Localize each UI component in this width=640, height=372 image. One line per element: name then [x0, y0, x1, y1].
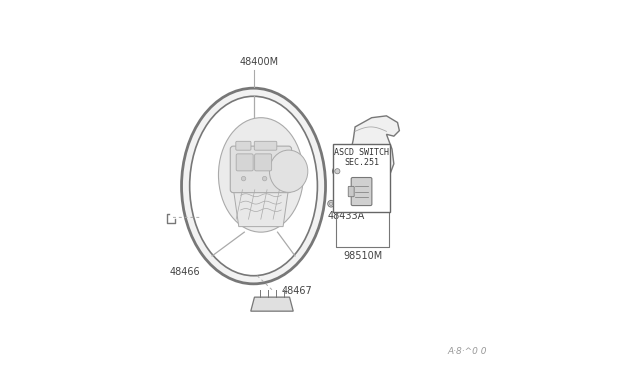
FancyBboxPatch shape — [230, 146, 292, 193]
Text: 48467: 48467 — [281, 286, 312, 296]
Bar — [333, 144, 390, 212]
Ellipse shape — [366, 151, 383, 173]
FancyBboxPatch shape — [236, 154, 253, 171]
Text: 48400M: 48400M — [239, 57, 278, 67]
Ellipse shape — [328, 201, 334, 207]
Text: A·8·^0 0: A·8·^0 0 — [448, 347, 488, 356]
Ellipse shape — [333, 166, 342, 176]
FancyBboxPatch shape — [236, 141, 251, 150]
FancyBboxPatch shape — [348, 186, 354, 197]
Ellipse shape — [269, 150, 308, 192]
Text: SEC.251: SEC.251 — [344, 158, 379, 167]
Ellipse shape — [241, 176, 246, 181]
Ellipse shape — [182, 88, 326, 284]
Ellipse shape — [218, 118, 303, 232]
FancyBboxPatch shape — [351, 177, 372, 206]
Ellipse shape — [262, 176, 267, 181]
Ellipse shape — [330, 202, 333, 205]
FancyBboxPatch shape — [255, 154, 271, 171]
Ellipse shape — [335, 169, 340, 174]
Text: 48466: 48466 — [170, 267, 200, 277]
Polygon shape — [251, 297, 293, 311]
Polygon shape — [347, 116, 399, 212]
Ellipse shape — [189, 96, 317, 276]
FancyBboxPatch shape — [254, 141, 277, 150]
Text: ASCD SWITCH: ASCD SWITCH — [334, 148, 389, 157]
Text: 48433A: 48433A — [328, 211, 365, 221]
Text: 98510M: 98510M — [343, 251, 382, 261]
Text: 48465B: 48465B — [334, 189, 372, 199]
Polygon shape — [233, 188, 289, 227]
